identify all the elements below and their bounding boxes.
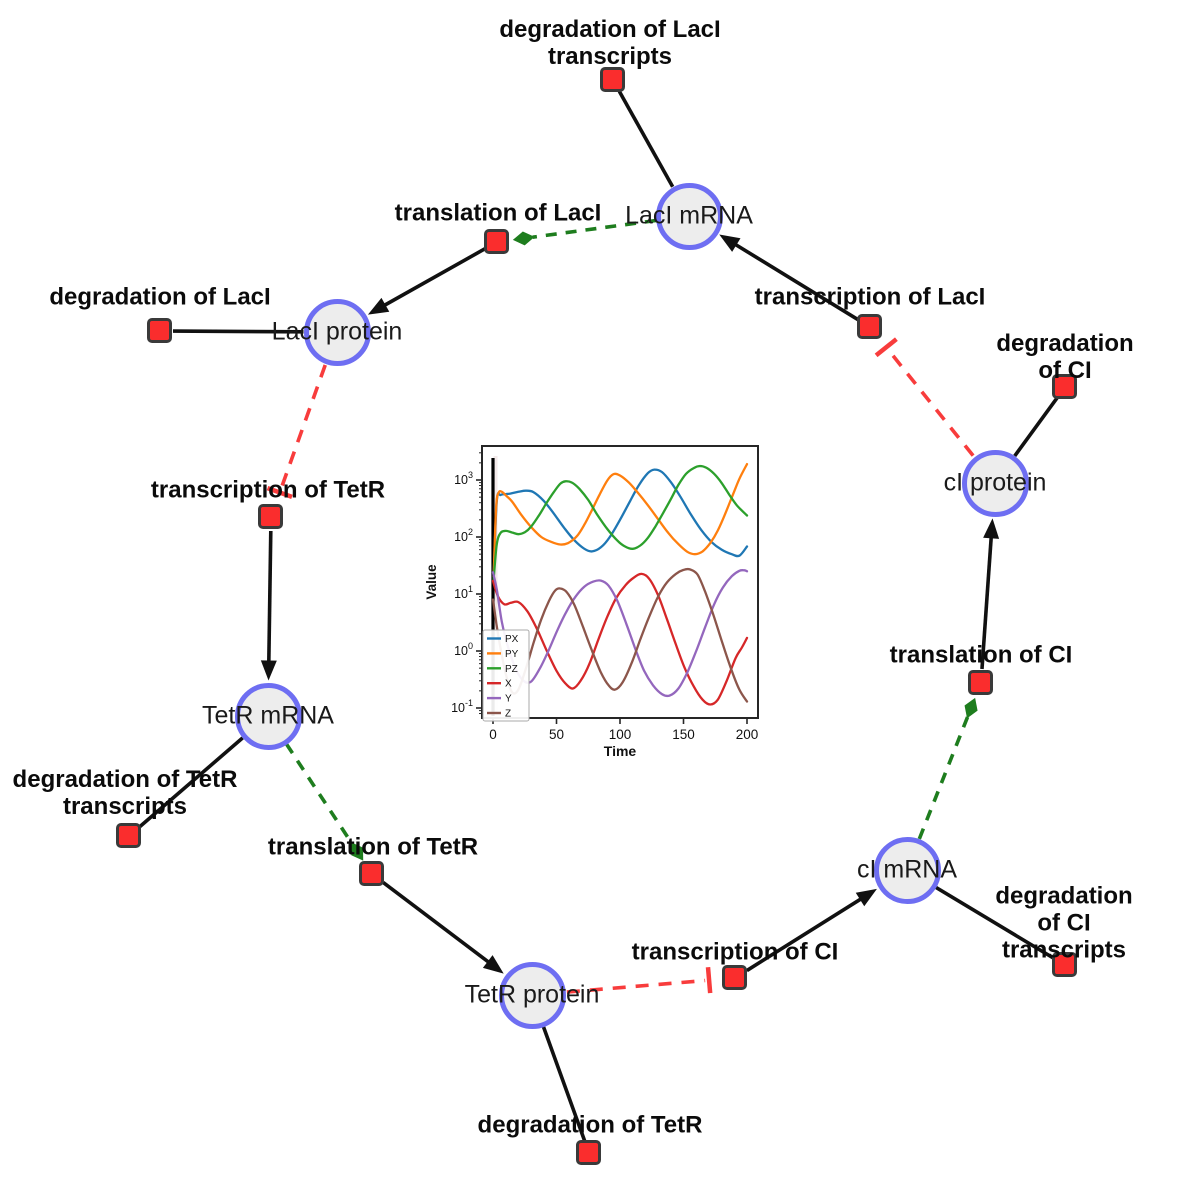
edge-consumption-laci-protein-deg-laci (172, 329, 304, 334)
edge-consumption-laci-mrna-deg-laci-transcripts (617, 90, 675, 188)
legend-label-PY: PY (505, 649, 519, 660)
edge-production-transcription-tetr-tetr-mrna (260, 530, 277, 681)
chart-inset: 0 50 100 150 200 103 102 101 100 10-1 Time Value PX P… (415, 430, 775, 775)
reaction-node-transcription-tetr[interactable] (258, 504, 283, 529)
time-series-plot: 0 50 100 150 20010310210110010-1TimeValuePXP… (424, 445, 759, 759)
x-tick-label: 200 (736, 727, 759, 742)
series-curve-X (491, 572, 749, 706)
edge-modifier-tetr-mrna-translation-tetr (284, 742, 364, 861)
edge-inhibition-laci-protein-transcription-tetr (266, 364, 327, 499)
species-node-laci-protein[interactable] (303, 298, 371, 366)
legend-label-PX: PX (505, 634, 519, 645)
y-tick-label: 101 (454, 584, 473, 601)
x-tick-label: 0 (489, 727, 497, 742)
species-node-tetr-protein[interactable] (498, 961, 566, 1029)
reaction-node-translation-ci[interactable] (968, 670, 993, 695)
reaction-node-deg-ci-transcripts[interactable] (1052, 952, 1077, 977)
series-curve-Y (491, 569, 749, 698)
edge-production-transcription-ci-ci-mrna (745, 888, 877, 973)
series-curve-PX (492, 468, 749, 578)
reaction-node-translation-laci[interactable] (484, 229, 509, 254)
reaction-node-transcription-ci[interactable] (722, 965, 747, 990)
reaction-node-deg-tetr-transcripts[interactable] (116, 823, 141, 848)
edge-production-translation-ci-ci-protein (980, 518, 1000, 670)
edge-inhibition-tetr-protein-transcription-ci (566, 967, 713, 994)
reaction-node-deg-ci[interactable] (1052, 374, 1077, 399)
legend-label-X: X (505, 679, 512, 690)
edge-consumption-ci-protein-deg-ci (1013, 396, 1059, 457)
reaction-node-transcription-laci[interactable] (857, 314, 882, 339)
edge-inhibition-ci-protein-transcription-laci (874, 337, 975, 457)
y-tick-label: 102 (454, 527, 473, 544)
y-tick-label: 100 (454, 641, 473, 658)
reaction-node-deg-laci-transcripts[interactable] (600, 67, 625, 92)
y-tick-label: 10-1 (451, 698, 473, 715)
x-axis-label: Time (604, 743, 637, 759)
edge-consumption-ci-mrna-deg-ci-transcripts (934, 885, 1055, 960)
edge-consumption-tetr-mrna-deg-tetr-transcripts (137, 736, 244, 829)
legend-label-Z: Z (505, 709, 511, 720)
species-node-tetr-mrna[interactable] (234, 682, 302, 750)
species-node-ci-mrna[interactable] (873, 836, 941, 904)
reaction-node-translation-tetr[interactable] (359, 861, 384, 886)
x-tick-label: 150 (672, 727, 695, 742)
reaction-node-deg-laci[interactable] (147, 318, 172, 343)
species-node-laci-mrna[interactable] (655, 182, 723, 250)
y-tick-label: 103 (454, 470, 473, 487)
legend-label-Y: Y (505, 694, 512, 705)
x-tick-label: 100 (609, 727, 632, 742)
chart-legend: PX PY PZ XYZ (482, 629, 530, 722)
reaction-node-deg-tetr[interactable] (576, 1140, 601, 1165)
species-node-ci-protein[interactable] (961, 449, 1029, 517)
edge-modifier-laci-mrna-translation-laci (512, 218, 657, 246)
series-curve-PZ (492, 464, 749, 581)
edge-production-transcription-laci-laci-mrna (719, 234, 860, 322)
edge-production-translation-laci-laci-protein (367, 247, 486, 315)
edge-consumption-tetr-protein-deg-tetr (541, 1025, 587, 1142)
edge-modifier-ci-mrna-translation-ci (917, 697, 978, 840)
legend-label-PZ: PZ (505, 664, 518, 675)
y-axis-label: Value (424, 564, 439, 600)
series-curve-PY (492, 462, 749, 578)
edge-production-translation-tetr-tetr-protein (382, 881, 504, 974)
x-tick-label: 50 (549, 727, 564, 742)
